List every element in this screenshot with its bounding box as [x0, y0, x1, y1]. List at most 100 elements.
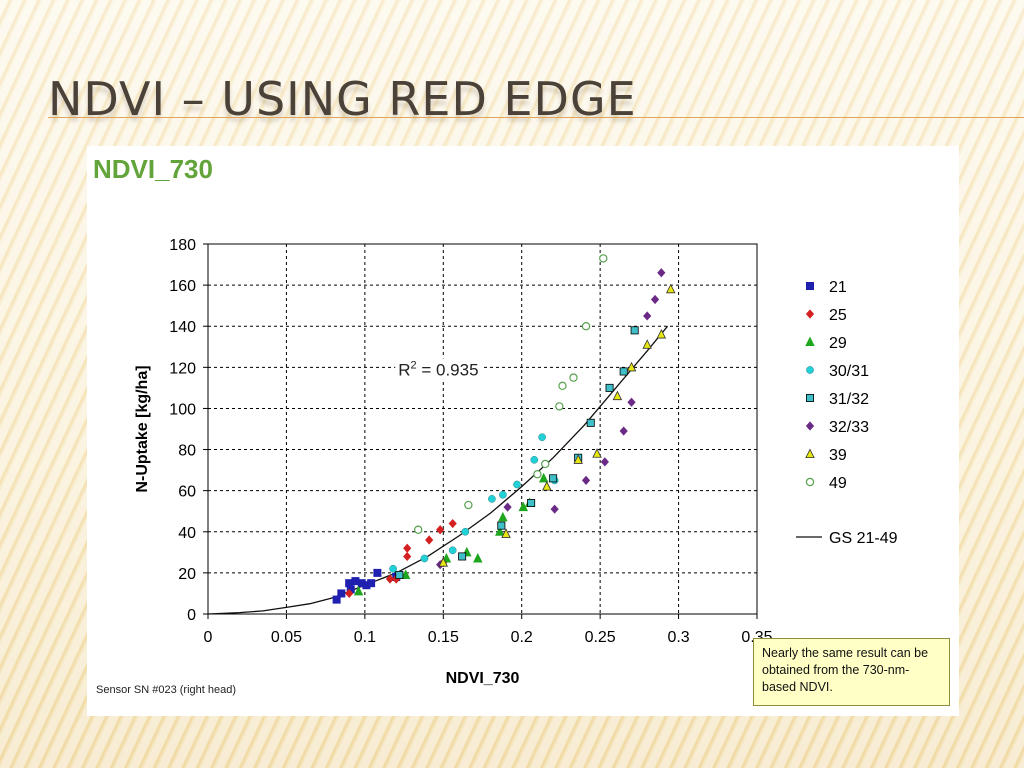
data-point	[513, 480, 521, 489]
legend-label: 30/31	[829, 363, 869, 380]
data-point	[643, 311, 652, 321]
data-point	[395, 570, 404, 579]
data-point	[448, 546, 457, 555]
data-point	[464, 500, 473, 510]
x-tick-label: 0	[204, 629, 213, 646]
data-point	[498, 511, 508, 522]
data-point	[642, 339, 652, 349]
annotation-background	[395, 358, 482, 381]
y-tick-label: 120	[169, 360, 196, 377]
data-point	[592, 448, 602, 458]
legend-label: 31/32	[829, 391, 869, 408]
data-point	[389, 564, 397, 573]
legend-swatch	[806, 393, 815, 402]
data-point	[657, 268, 666, 278]
legend-label: 49	[829, 475, 847, 492]
data-point	[337, 589, 346, 598]
x-tick-label: 0.2	[511, 629, 533, 646]
sensor-note: Sensor SN #023 (right head)	[96, 684, 237, 696]
figure-heading: NDVI_730	[93, 154, 213, 184]
legend-swatch	[805, 336, 815, 347]
data-point	[458, 552, 467, 561]
data-point	[403, 543, 412, 553]
chart-grid	[207, 243, 758, 615]
x-tick-label: 0.25	[585, 629, 616, 646]
legend-label: 32/33	[829, 419, 869, 436]
data-point	[630, 326, 639, 335]
y-tick-label: 60	[178, 484, 196, 501]
data-point	[403, 551, 412, 562]
x-tick-label: 0.05	[271, 629, 302, 646]
data-point	[550, 504, 559, 514]
data-point	[558, 381, 567, 391]
data-point	[353, 585, 364, 596]
data-point	[573, 454, 583, 464]
data-point	[626, 361, 637, 372]
data-point	[373, 568, 382, 577]
chart-figure: NDVI_730 00.050.10.150.20.250.30.3502040…	[87, 146, 959, 716]
y-tick-label: 80	[178, 443, 196, 460]
data-point	[503, 502, 512, 512]
legend-label: 25	[829, 307, 847, 324]
data-point	[332, 595, 341, 604]
y-tick-label: 40	[178, 525, 196, 542]
data-point	[627, 397, 636, 407]
legend-swatch	[806, 281, 815, 290]
data-point	[438, 557, 449, 567]
y-tick-label: 140	[169, 319, 196, 336]
data-point	[497, 521, 506, 530]
data-point	[538, 433, 546, 442]
data-point	[549, 474, 558, 483]
note-callout: Nearly the same result can be obtained f…	[753, 638, 950, 706]
x-axis-label: NDVI_730	[446, 670, 520, 687]
chart-axes: 00.050.10.150.20.250.30.3502040608010012…	[169, 237, 772, 646]
data-point	[413, 525, 423, 534]
data-point	[538, 472, 549, 483]
data-point	[488, 495, 496, 503]
data-point	[420, 554, 429, 563]
legend-swatch	[805, 448, 815, 459]
data-points	[332, 254, 676, 604]
x-tick-label: 0.3	[667, 629, 689, 646]
data-point	[581, 322, 591, 331]
data-point	[501, 528, 511, 538]
chart-labels: NDVI_730 N-Uptake [kg/ha] R2 = 0.935	[134, 358, 520, 687]
data-point	[541, 459, 550, 469]
data-point	[599, 254, 608, 263]
scatter-chart: 00.050.10.150.20.250.30.3502040608010012…	[134, 237, 898, 687]
title-divider	[48, 117, 1024, 118]
legend-swatch	[805, 477, 815, 487]
y-tick-label: 20	[178, 566, 196, 583]
legend-swatch	[805, 309, 815, 319]
data-point	[605, 383, 614, 392]
data-point	[425, 535, 434, 545]
data-point	[385, 574, 395, 584]
data-point	[665, 283, 676, 294]
data-point	[345, 588, 354, 599]
data-point	[612, 390, 623, 401]
legend-swatch	[806, 366, 814, 374]
x-tick-label: 0.1	[354, 629, 376, 646]
legend-label: 39	[829, 447, 847, 464]
data-point	[448, 518, 457, 529]
data-point	[656, 328, 667, 339]
data-point	[499, 490, 507, 499]
legend-label: GS 21-49	[829, 530, 898, 547]
y-tick-label: 180	[169, 237, 196, 254]
plot-area	[207, 243, 758, 615]
data-point	[436, 525, 445, 535]
data-point	[650, 294, 660, 305]
legend-swatch	[805, 421, 815, 431]
x-tick-label: 0.15	[428, 629, 459, 646]
y-tick-label: 100	[169, 401, 196, 418]
data-point	[461, 527, 470, 536]
data-point	[542, 481, 552, 491]
data-point	[400, 569, 411, 579]
legend-label: 29	[829, 335, 847, 352]
data-point	[581, 475, 591, 485]
y-tick-label: 0	[187, 607, 196, 624]
y-tick-label: 160	[169, 278, 196, 295]
data-point	[619, 426, 628, 436]
data-point	[555, 402, 564, 411]
r-squared-annotation: R2 = 0.935	[398, 359, 478, 379]
